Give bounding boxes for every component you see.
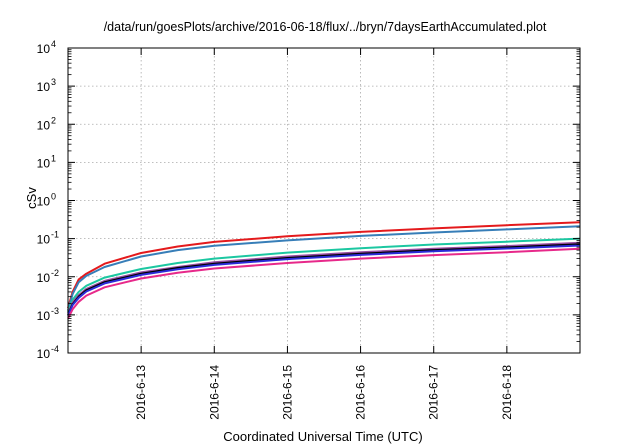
y-tick-label: 10	[37, 156, 51, 170]
y-tick-label: 10	[37, 347, 51, 361]
ticks	[68, 47, 580, 354]
y-tick-exponent: 3	[51, 77, 56, 87]
y-tick-label: 10	[37, 42, 51, 56]
series-line-6	[67, 244, 581, 317]
y-tick-label: 10	[37, 271, 51, 285]
y-tick-label: 10	[37, 195, 51, 209]
y-tick-label: 10	[37, 233, 51, 247]
y-tick-exponent: 4	[51, 39, 56, 49]
series-line-7	[67, 247, 581, 320]
y-tick-exponent: 0	[51, 192, 56, 202]
grid	[68, 48, 580, 353]
x-tick-labels: 2016-6-13 2016-6-14 2016-6-15 2016-6-16 2016…	[134, 365, 514, 420]
x-tick-label: 2016-6-13	[134, 365, 148, 420]
series-line-2	[67, 225, 581, 311]
y-axis-label: cSv	[24, 187, 39, 209]
y-tick-exponent: -1	[51, 230, 59, 240]
series-line-1	[67, 221, 581, 309]
y-tick-label: 10	[37, 80, 51, 94]
y-tick-exponent: -2	[51, 268, 59, 278]
y-tick-exponent: -4	[51, 344, 59, 354]
x-tick-label: 2016-6-15	[280, 365, 294, 420]
series-layer	[67, 221, 581, 320]
y-tick-exponent: -3	[51, 306, 59, 316]
series-line-3	[67, 237, 581, 313]
y-tick-label: 10	[37, 118, 51, 132]
chart-title: /data/run/goesPlots/archive/2016-06-18/f…	[104, 20, 547, 34]
y-tick-exponent: 2	[51, 115, 56, 125]
x-tick-label: 2016-6-17	[427, 365, 441, 420]
x-tick-label: 2016-6-18	[500, 365, 514, 420]
x-tick-label: 2016-6-14	[207, 365, 221, 420]
x-tick-label: 2016-6-16	[354, 365, 368, 420]
x-axis-label: Coordinated Universal Time (UTC)	[223, 429, 422, 444]
y-tick-label: 10	[37, 309, 51, 323]
y-tick-exponent: 1	[51, 153, 56, 163]
